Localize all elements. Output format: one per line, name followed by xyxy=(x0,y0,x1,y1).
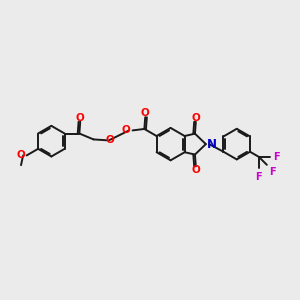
Text: O: O xyxy=(141,108,150,118)
Text: O: O xyxy=(121,125,130,135)
Text: N: N xyxy=(206,138,216,151)
Text: F: F xyxy=(256,172,262,182)
Text: F: F xyxy=(269,167,276,177)
Text: F: F xyxy=(273,152,280,162)
Text: O: O xyxy=(191,113,200,123)
Text: O: O xyxy=(16,150,25,161)
Text: O: O xyxy=(105,135,114,145)
Text: O: O xyxy=(76,113,85,123)
Text: O: O xyxy=(191,165,200,175)
